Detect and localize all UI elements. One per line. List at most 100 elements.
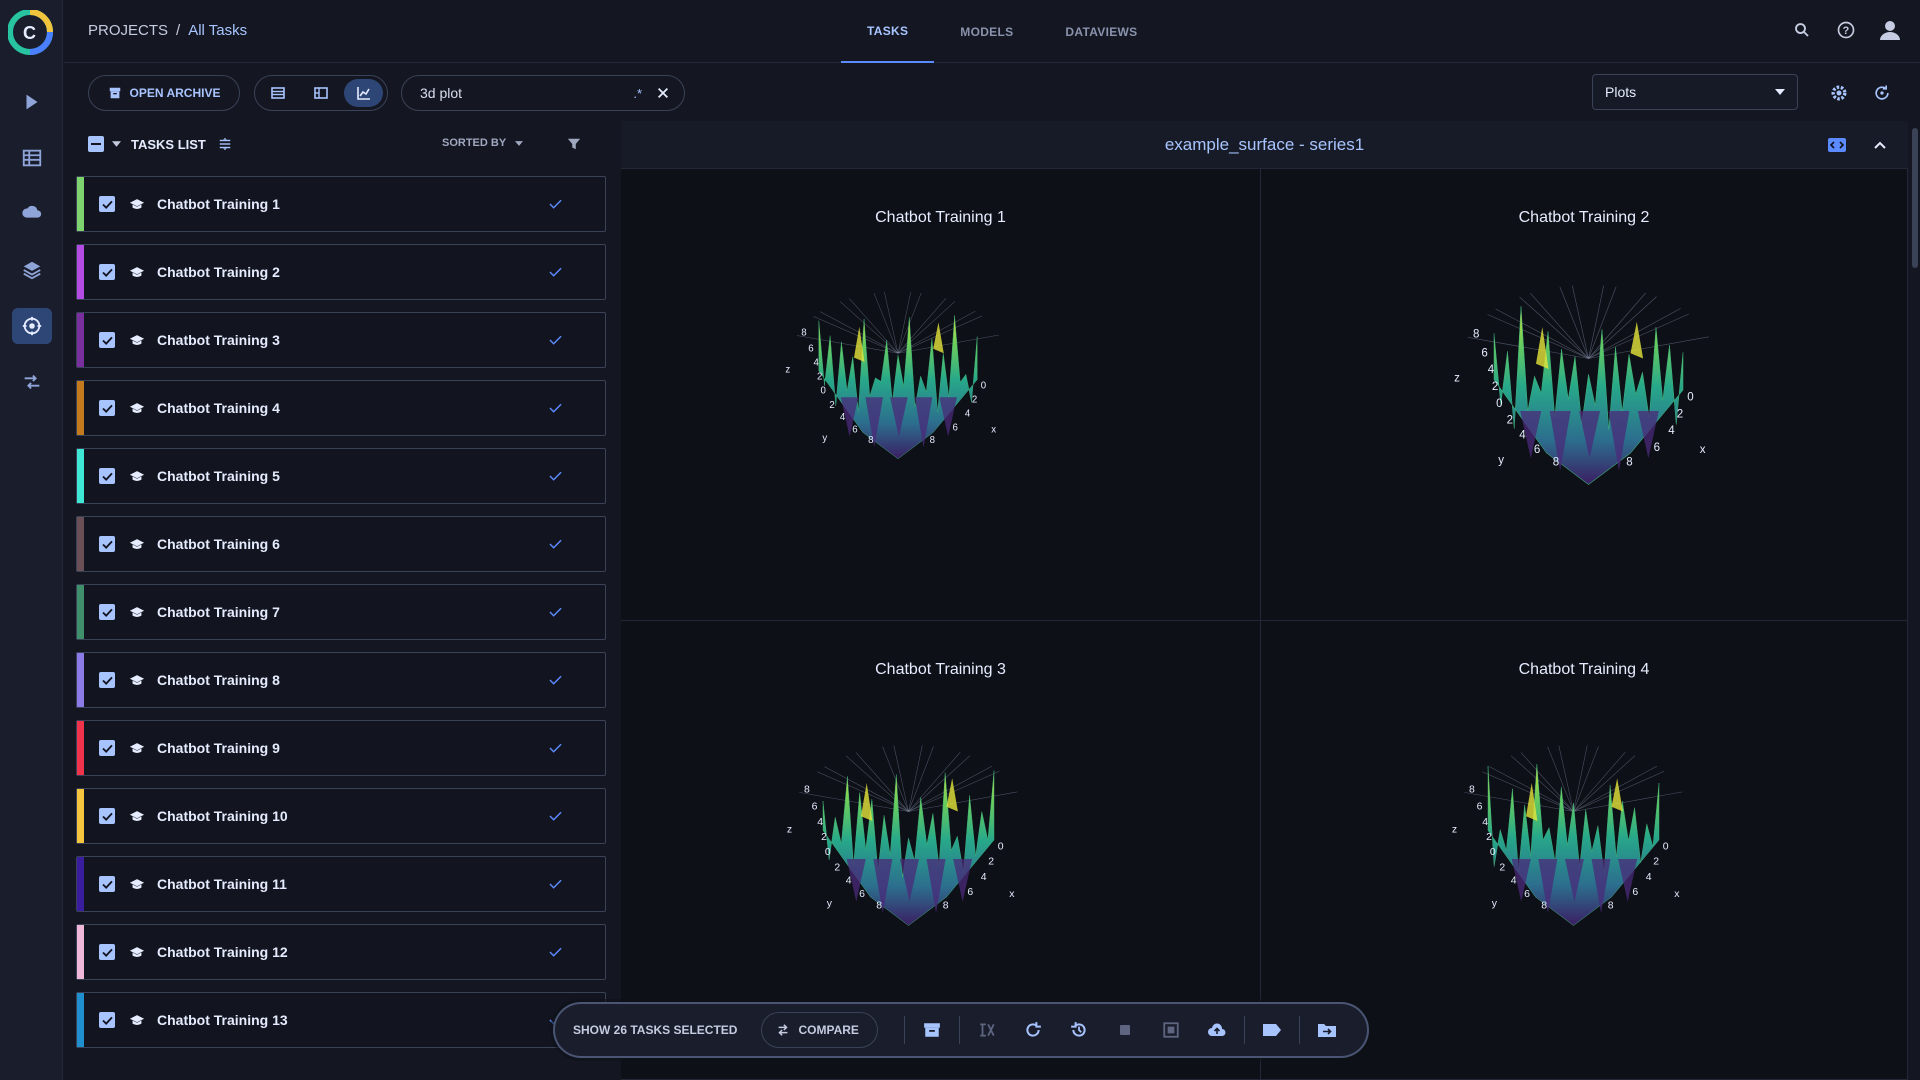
task-row[interactable]: Chatbot Training 1 [76,176,606,232]
select-all-checkbox[interactable] [88,136,104,152]
divider [958,1016,960,1044]
nav-pipelines-icon[interactable] [12,84,52,120]
task-checkbox[interactable] [99,1012,115,1028]
tag-icon[interactable] [1255,1012,1289,1048]
tab-models[interactable]: MODELS [960,24,1014,39]
nav-workers-icon[interactable] [12,364,52,400]
task-checkbox[interactable] [99,400,115,416]
svg-text:2: 2 [1653,857,1659,868]
collapse-chevron-up-icon[interactable] [1874,141,1886,149]
auto-refresh-icon[interactable] [1870,81,1894,105]
plots-scrollbar-thumb[interactable] [1912,128,1918,268]
search-input[interactable]: 3d plot .* [401,75,685,111]
abort-icon[interactable] [1108,1012,1142,1048]
table-view-icon[interactable] [259,79,298,107]
task-row[interactable]: Chatbot Training 5 [76,448,606,504]
tab-dataviews[interactable]: DATAVIEWS [1065,24,1138,39]
completed-check-icon [549,403,562,413]
completed-check-icon [549,471,562,481]
cloud-upload-icon[interactable] [1200,1012,1234,1048]
move-to-project-icon[interactable] [1310,1012,1344,1048]
task-row[interactable]: Chatbot Training 2 [76,244,606,300]
filter-icon[interactable] [567,137,581,151]
compare-plots-view-icon[interactable] [344,79,384,107]
task-checkbox[interactable] [99,196,115,212]
training-type-icon [129,266,145,277]
details-view-icon[interactable] [302,79,341,107]
nav-orchestration-icon[interactable] [12,196,52,232]
task-row[interactable]: Chatbot Training 4 [76,380,606,436]
svg-text:6: 6 [859,889,865,900]
enqueue-icon[interactable] [1016,1012,1050,1048]
main-tabs: TASKS MODELS DATAVIEWS [841,0,1163,63]
task-checkbox[interactable] [99,944,115,960]
task-row[interactable]: Chatbot Training 13 [76,992,606,1048]
select-menu-caret-icon[interactable] [112,141,121,147]
svg-text:0: 0 [998,842,1004,853]
task-checkbox[interactable] [99,740,115,756]
breadcrumb-projects[interactable]: PROJECTS [88,22,169,39]
tasks-list-title: TASKS LIST [131,136,206,152]
breadcrumb: PROJECTS / All Tasks [88,22,247,39]
plot-group-title: example_surface - series1 [1164,134,1365,154]
task-row[interactable]: Chatbot Training 11 [76,856,606,912]
sorted-by-button[interactable]: SORTED BY [442,137,524,149]
archive-selected-icon[interactable] [915,1012,949,1048]
task-row[interactable]: Chatbot Training 7 [76,584,606,640]
open-archive-button[interactable]: OPEN ARCHIVE [88,75,240,111]
task-row[interactable]: Chatbot Training 12 [76,924,606,980]
tab-tasks[interactable]: TASKS [841,0,935,63]
svg-text:6: 6 [1524,889,1530,900]
task-checkbox[interactable] [99,876,115,892]
svg-text:4: 4 [846,876,852,887]
clearml-logo-icon[interactable]: C [7,9,53,55]
svg-text:8: 8 [1473,329,1479,341]
task-row[interactable]: Chatbot Training 10 [76,788,606,844]
compare-button[interactable]: COMPARE [761,1012,878,1048]
search-icon[interactable] [1788,16,1816,44]
regex-toggle[interactable]: .* [633,85,642,101]
customize-columns-icon[interactable] [218,137,232,151]
nav-layers-icon[interactable] [12,252,52,288]
metric-type-select[interactable]: Plots [1592,74,1798,110]
task-row[interactable]: Chatbot Training 9 [76,720,606,776]
task-color-stripe [77,517,84,571]
svg-text:2: 2 [1677,408,1683,420]
task-checkbox[interactable] [99,332,115,348]
nav-experiments-icon[interactable] [12,308,52,344]
task-checkbox[interactable] [99,468,115,484]
task-checkbox[interactable] [99,536,115,552]
svg-text:6: 6 [953,423,958,434]
svg-text:8: 8 [1626,457,1632,469]
help-icon[interactable]: ? [1832,16,1860,44]
publish-icon[interactable] [1154,1012,1188,1048]
breadcrumb-current[interactable]: All Tasks [188,22,248,39]
user-avatar-icon[interactable] [1876,16,1904,44]
task-row[interactable]: Chatbot Training 6 [76,516,606,572]
task-checkbox[interactable] [99,808,115,824]
task-row[interactable]: Chatbot Training 3 [76,312,606,368]
task-checkbox[interactable] [99,264,115,280]
nav-datasets-icon[interactable] [12,140,52,176]
show-selected-button[interactable]: SHOW 26 TASKS SELECTED [573,1023,738,1037]
svg-text:8: 8 [930,435,935,446]
task-color-stripe [77,449,84,503]
clear-search-icon[interactable] [656,86,670,100]
dequeue-icon[interactable] [1062,1012,1096,1048]
task-row[interactable]: Chatbot Training 8 [76,652,606,708]
top-header: PROJECTS / All Tasks TASKS MODELS DATAVI… [64,0,1920,63]
task-checkbox[interactable] [99,604,115,620]
settings-gear-icon[interactable] [1827,81,1851,105]
reset-icon[interactable] [970,1012,1004,1048]
embed-code-icon[interactable] [1828,138,1846,152]
task-checkbox[interactable] [99,672,115,688]
plots-scrollbar[interactable] [1908,121,1920,1080]
caret-down-icon [1775,89,1785,95]
svg-text:6: 6 [1534,444,1540,456]
